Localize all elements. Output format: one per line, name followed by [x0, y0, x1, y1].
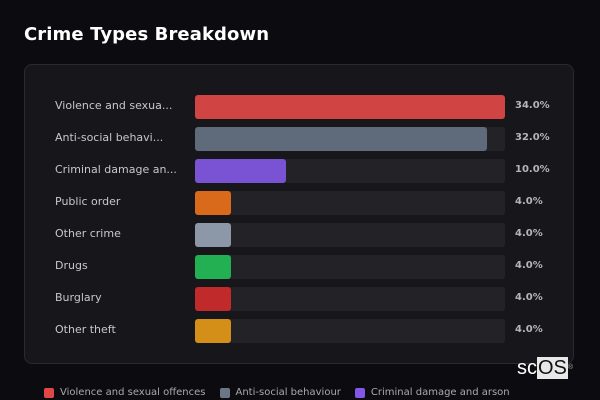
legend-label: Violence and sexual offences [60, 387, 206, 398]
bar-value: 4.0% [515, 292, 543, 303]
bar-value: 4.0% [515, 324, 543, 335]
watermark-logo: scOS® [517, 357, 574, 379]
bar-label: Drugs [55, 259, 88, 272]
bar-value: 4.0% [515, 196, 543, 207]
bar-track [195, 255, 505, 279]
bar-row: Burglary 4.0% [25, 287, 573, 311]
bar-label: Violence and sexua... [55, 99, 173, 112]
bar-track [195, 191, 505, 215]
bar-label: Other theft [55, 323, 116, 336]
legend-swatch-icon [219, 387, 230, 398]
registered-icon: ® [567, 364, 574, 371]
legend-swatch-icon [44, 387, 54, 398]
bar-fill[interactable] [195, 95, 505, 119]
legend-item[interactable]: Violence and sexual offences [44, 387, 206, 398]
bar-row: Criminal damage an... 10.0% [25, 159, 573, 183]
legend-item[interactable]: Criminal damage and arson [354, 387, 510, 398]
bar-fill[interactable] [195, 287, 232, 311]
bar-track [195, 287, 505, 311]
chart-legend: Violence and sexual offences Anti-social … [44, 387, 510, 398]
bar-fill[interactable] [195, 127, 487, 151]
bar-value: 32.0% [515, 132, 550, 143]
chart-card: Violence and sexua... 34.0% Anti-social be… [24, 64, 574, 364]
bar-label: Burglary [55, 291, 102, 304]
bar-row: Drugs 4.0% [25, 255, 573, 279]
bar-row: Other theft 4.0% [25, 319, 573, 343]
bar-label: Criminal damage an... [55, 163, 177, 176]
bar-row: Public order 4.0% [25, 191, 573, 215]
bar-track [195, 95, 505, 119]
watermark-boxed: OS [537, 357, 568, 379]
bar-fill[interactable] [195, 255, 232, 279]
legend-label: Anti-social behaviour [235, 387, 341, 398]
bar-row: Anti-social behavi... 32.0% [25, 127, 573, 151]
bar-fill[interactable] [195, 159, 287, 183]
legend-swatch-icon [354, 387, 365, 398]
bar-value: 10.0% [515, 164, 550, 175]
bar-track [195, 319, 505, 343]
legend-label: Criminal damage and arson [370, 387, 510, 398]
bar-track [195, 127, 505, 151]
bar-value: 4.0% [515, 260, 543, 271]
bar-value: 34.0% [515, 100, 550, 111]
bar-track [195, 159, 505, 183]
bar-fill[interactable] [195, 191, 232, 215]
legend-item[interactable]: Anti-social behaviour [219, 387, 341, 398]
bar-value: 4.0% [515, 228, 543, 239]
chart-title: Crime Types Breakdown [24, 24, 270, 45]
bar-label: Other crime [55, 227, 121, 240]
bar-label: Public order [55, 195, 121, 208]
bar-row: Violence and sexua... 34.0% [25, 95, 573, 119]
watermark-prefix: sc [517, 357, 537, 379]
bar-label: Anti-social behavi... [55, 131, 164, 144]
bar-fill[interactable] [195, 223, 232, 247]
bar-fill[interactable] [195, 319, 232, 343]
bar-row: Other crime 4.0% [25, 223, 573, 247]
bar-track [195, 223, 505, 247]
